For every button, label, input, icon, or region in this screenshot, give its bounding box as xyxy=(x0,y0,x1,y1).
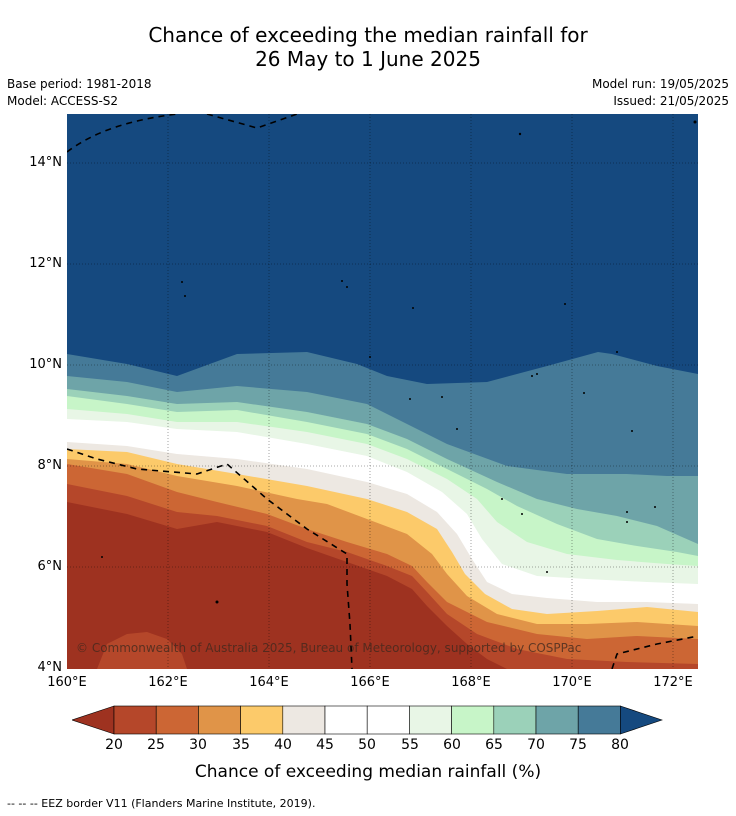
colorbar-tick-50: 50 xyxy=(358,737,376,753)
colorbar-tick-55: 55 xyxy=(401,737,419,753)
colorbar-label: Chance of exceeding median rainfall (%) xyxy=(194,762,542,782)
colorbar-bin-70-75 xyxy=(535,705,579,735)
colorbar-bin-45-50 xyxy=(324,705,368,735)
lat-label-6n: 6°N xyxy=(37,559,63,574)
base-period: Base period: 1981-2018 xyxy=(7,77,152,91)
lon-label-168e: 168°E xyxy=(451,675,491,690)
colorbar-bin-35-40 xyxy=(240,705,284,735)
colorbar-bin-55-60 xyxy=(409,705,452,735)
lat-label-4n: 4°N xyxy=(37,660,63,675)
zone-25-30-patch xyxy=(97,632,187,669)
lon-label-172e: 172°E xyxy=(653,675,693,690)
colorbar-tick-40: 40 xyxy=(274,737,292,753)
eez-border xyxy=(67,114,698,669)
colorbar-bin-40-45 xyxy=(282,705,326,735)
lon-label-164e: 164°E xyxy=(249,675,289,690)
colorbar-upper-extend xyxy=(620,705,663,735)
lat-label-14n: 14°N xyxy=(29,155,62,170)
colorbar-bin-60-65 xyxy=(451,705,495,735)
model-name: Model: ACCESS-S2 xyxy=(7,94,119,108)
colorbar-bin-50-55 xyxy=(366,705,410,735)
colorbar-bin-75-80 xyxy=(577,705,621,735)
colorbar-tick-70: 70 xyxy=(527,737,545,753)
lon-label-160e: 160°E xyxy=(47,675,87,690)
map-title-line2: 26 May to 1 June 2025 xyxy=(255,47,481,71)
lat-label-12n: 12°N xyxy=(29,256,62,271)
colorbar-tick-30: 30 xyxy=(189,737,207,753)
colorbar-bin-20-25 xyxy=(113,705,157,735)
colorbar-tick-80: 80 xyxy=(611,737,629,753)
colorbar-tick-25: 25 xyxy=(147,737,165,753)
copyright-notice: © Commonwealth of Australia 2025, Bureau… xyxy=(76,641,582,655)
lat-label-10n: 10°N xyxy=(29,357,62,372)
colorbar-bin-65-70 xyxy=(493,705,537,735)
eez-footnote: -- -- -- EEZ border V11 (Flanders Marine… xyxy=(7,797,316,810)
colorbar-tick-65: 65 xyxy=(485,737,503,753)
colorbar-tick-75: 75 xyxy=(569,737,587,753)
colorbar-tick-60: 60 xyxy=(443,737,461,753)
issued-date: Issued: 21/05/2025 xyxy=(613,94,729,108)
colorbar-bin-30-35 xyxy=(198,705,241,735)
colorbar-tick-35: 35 xyxy=(232,737,250,753)
colorbar-tick-45: 45 xyxy=(316,737,334,753)
lat-label-8n: 8°N xyxy=(37,458,63,473)
colorbar xyxy=(72,705,663,735)
rainfall-probability-map xyxy=(67,114,698,669)
lon-label-162e: 162°E xyxy=(148,675,188,690)
colorbar-lower-extend xyxy=(72,705,115,735)
colorbar-tick-20: 20 xyxy=(105,737,123,753)
map-title-line1: Chance of exceeding the median rainfall … xyxy=(148,23,588,47)
lon-label-170e: 170°E xyxy=(552,675,592,690)
model-run: Model run: 19/05/2025 xyxy=(591,77,729,91)
zone-below-20 xyxy=(67,502,507,669)
colorbar-bin-25-30 xyxy=(155,705,199,735)
lon-label-166e: 166°E xyxy=(350,675,390,690)
islands xyxy=(101,120,697,604)
graticule xyxy=(67,114,698,669)
